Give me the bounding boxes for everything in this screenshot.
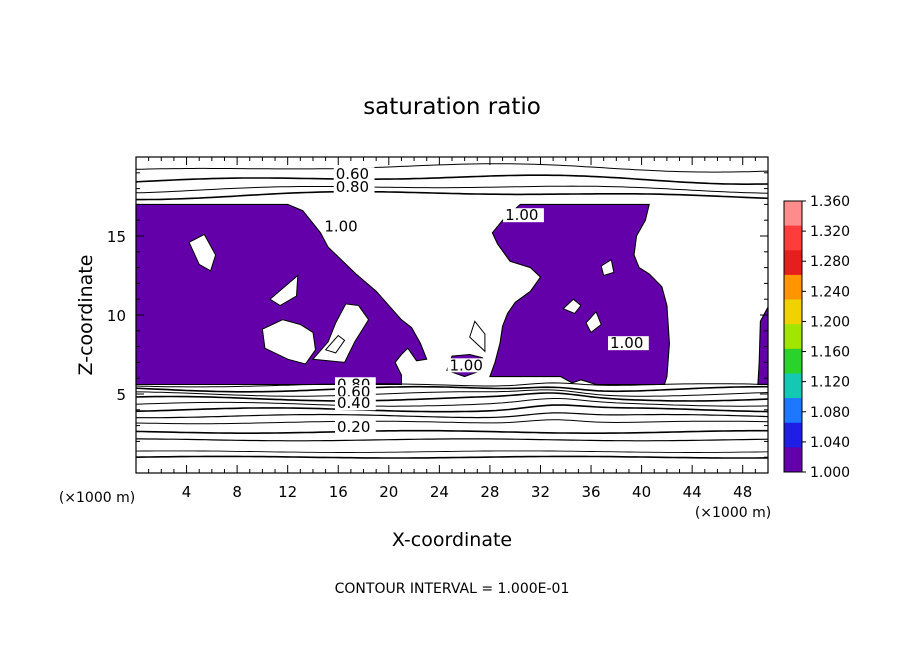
contour-line — [135, 185, 769, 194]
contour-label: 1.00 — [610, 334, 643, 352]
contour-label-bg — [503, 208, 544, 223]
colorbar-swatch — [784, 225, 802, 251]
colorbar-swatch — [784, 447, 802, 473]
colorbar-swatch — [784, 398, 802, 424]
contour-line — [135, 163, 769, 173]
contour-line — [136, 389, 769, 397]
x-axis-unit-label: (×1000 m) — [695, 505, 771, 521]
x-origin-unit-label: (×1000 m) — [59, 490, 135, 506]
y-axis: 5 10 15 — [107, 172, 768, 458]
contour-label-bg — [334, 419, 376, 434]
contour-line — [135, 450, 769, 453]
colorbar-swatch — [784, 348, 802, 374]
colorbar-label: 1.200 — [810, 314, 850, 330]
x-axis-label: X-coordinate — [392, 529, 512, 551]
contour-line — [136, 438, 769, 442]
contour-label: 0.40 — [337, 394, 370, 412]
contour-line — [136, 190, 769, 201]
chart-title: saturation ratio — [363, 94, 541, 120]
subsaturated-hole — [600, 258, 615, 277]
contour-label-bg — [333, 167, 375, 182]
contour-label: 0.20 — [337, 418, 370, 436]
contour-label: 0.60 — [336, 165, 369, 183]
contour-label-bg — [334, 385, 376, 400]
x-tick-label: 44 — [683, 483, 702, 501]
contour-line — [135, 404, 769, 413]
contour-label: 1.00 — [505, 206, 538, 224]
contour-line — [135, 392, 769, 402]
subsaturated-hole — [269, 274, 299, 307]
subsaturated-hole — [324, 334, 346, 354]
y-tick-label: 10 — [107, 307, 126, 325]
contour-label-bg — [334, 396, 376, 411]
y-tick-label: 15 — [107, 228, 126, 246]
contour-line — [135, 385, 768, 393]
colorbar: 1.360 1.320 1.280 1.240 1.200 1.160 1.120 1.080… — [783, 194, 850, 481]
subsaturated-hole — [562, 298, 582, 315]
colorbar-swatch — [784, 299, 802, 325]
subsaturated-holes — [188, 233, 615, 365]
contour-line — [135, 429, 768, 434]
contour-label-bg — [608, 336, 649, 351]
colorbar-swatch — [784, 274, 802, 301]
colorbar-label: 1.240 — [810, 284, 850, 300]
colorbar-label: 1.280 — [810, 254, 850, 270]
colorbar-label: 1.120 — [810, 375, 850, 391]
x-tick-label: 4 — [182, 483, 192, 501]
colorbar-label: 1.320 — [810, 224, 850, 240]
x-tick-label: 48 — [733, 483, 752, 501]
x-tick-label: 32 — [531, 483, 550, 501]
x-tick-label: 36 — [581, 483, 600, 501]
contour-line — [135, 382, 769, 388]
x-tick-label: 20 — [379, 483, 398, 501]
contour-labels: 0.600.801.001.001.001.000.800.600.400.20 — [322, 165, 649, 436]
contour-line — [135, 174, 769, 185]
y-axis-label: Z-coordinate — [75, 255, 97, 376]
contour-label-bg — [333, 179, 375, 194]
contour-line — [135, 455, 768, 459]
colorbar-swatch — [784, 373, 802, 399]
contour-line — [135, 398, 769, 407]
subsaturated-hole — [188, 233, 217, 272]
colorbar-label: 1.000 — [810, 465, 850, 481]
contour-label: 1.00 — [324, 217, 357, 235]
subsaturated-hole — [261, 319, 317, 365]
y-tick-label: 5 — [116, 386, 126, 404]
colorbar-label: 1.160 — [810, 345, 850, 361]
contour-lines — [135, 163, 769, 459]
colorbar-label: 1.080 — [810, 405, 850, 421]
contour-label-bg — [447, 358, 489, 373]
colorbar-swatch — [784, 250, 802, 276]
contour-label: 0.80 — [336, 178, 369, 196]
x-tick-label: 8 — [232, 483, 242, 501]
colorbar-swatch — [784, 422, 802, 448]
x-tick-label: 16 — [329, 483, 348, 501]
x-tick-label: 12 — [278, 483, 297, 501]
plot-area: 0.600.801.001.001.001.000.800.600.400.20 — [135, 156, 769, 474]
x-tick-label: 40 — [632, 483, 651, 501]
colorbar-label: 1.040 — [810, 435, 850, 451]
colorbar-label: 1.360 — [810, 194, 850, 210]
subsaturated-hole — [469, 320, 486, 353]
subsaturated-hole — [585, 310, 602, 334]
colorbar-frame — [783, 200, 803, 473]
contour-line — [135, 419, 769, 425]
x-tick-label: 28 — [480, 483, 499, 501]
contour-label: 1.00 — [449, 356, 482, 374]
x-axis: 4 8 12 16 20 24 28 32 36 40 44 48 — [148, 157, 756, 501]
contour-line — [136, 412, 769, 419]
contour-interval-note: CONTOUR INTERVAL = 1.000E-01 — [335, 581, 570, 597]
colorbar-swatch — [784, 201, 802, 227]
colorbar-swatch — [784, 324, 802, 350]
x-tick-label: 24 — [430, 483, 449, 501]
contour-label-bg — [322, 219, 364, 234]
